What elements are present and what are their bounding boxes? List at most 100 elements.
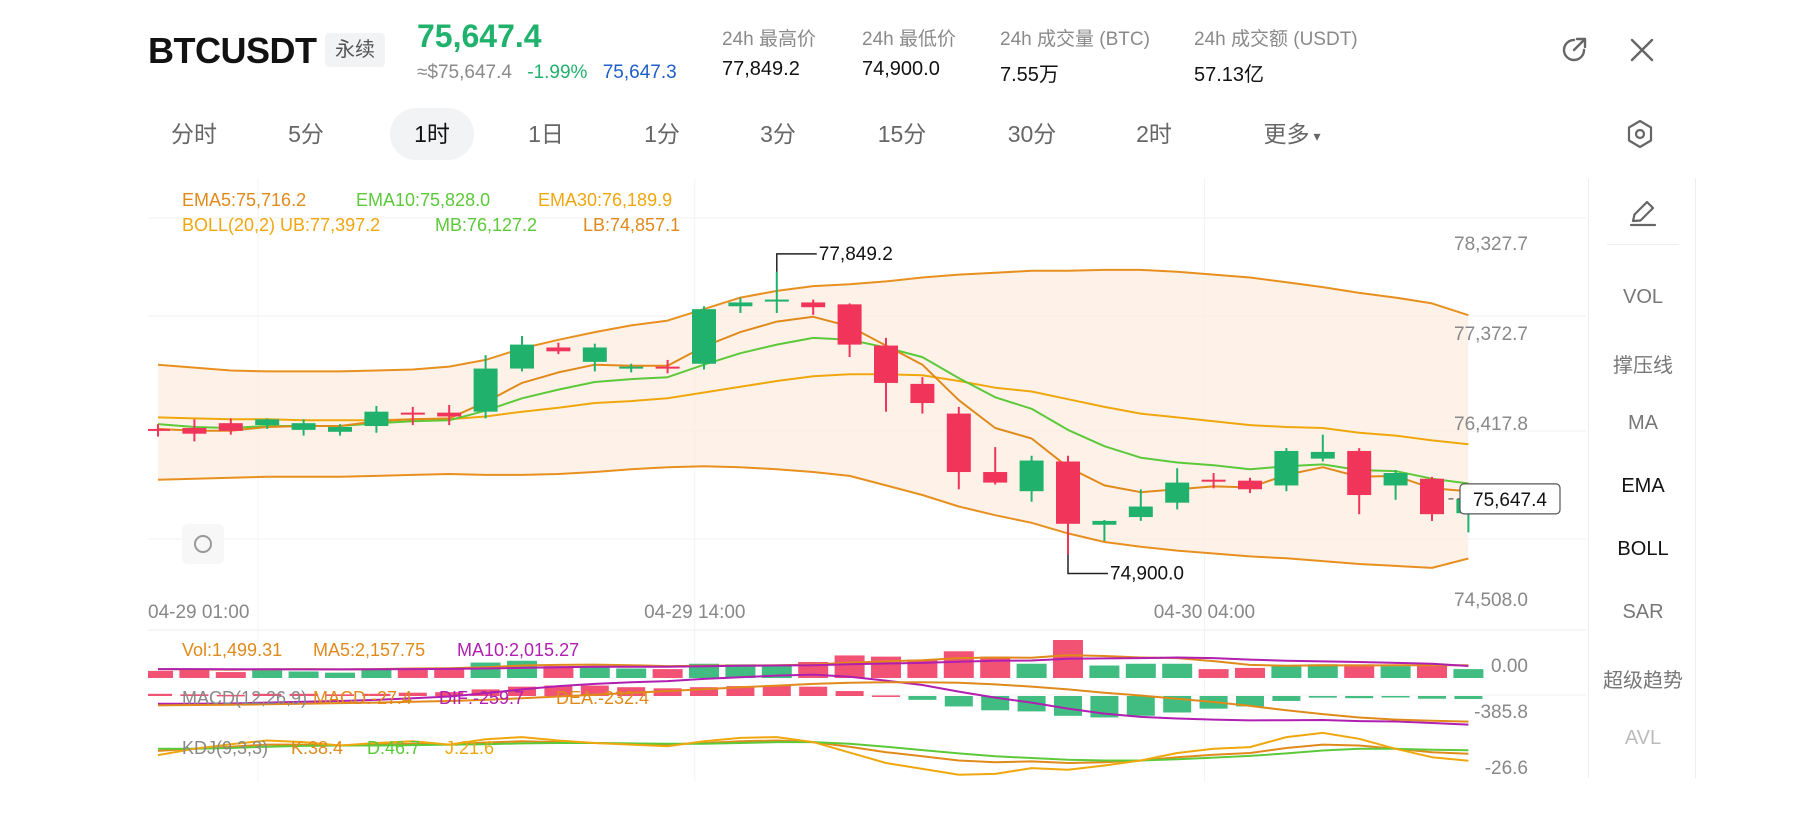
tab-3m[interactable]: 3分 <box>760 121 796 147</box>
candle-body <box>1056 461 1080 524</box>
close-icon[interactable] <box>1626 34 1658 66</box>
volume-legend-ma5: MA5:2,157.75 <box>313 640 425 660</box>
macd-histogram-bar <box>908 696 937 700</box>
macd-histogram-bar <box>362 693 391 696</box>
tab-2h[interactable]: 2时 <box>1136 121 1172 147</box>
mark-price: 75,647.3 <box>602 62 677 83</box>
tab-time-share[interactable]: 分时 <box>171 121 217 147</box>
macd-y-tick: -385.8 <box>1474 702 1528 723</box>
macd-histogram-bar <box>944 696 973 707</box>
macd-histogram-bar <box>1272 696 1301 701</box>
volume-bar <box>1198 669 1229 678</box>
volume-bar <box>1271 664 1302 678</box>
kline-chart-area[interactable]: 77,849.2 74,900.0 78,327.7 77,372.7 76,417.8… <box>148 178 1586 782</box>
stat-24h-low: 24h 最低价 74,900.0 <box>862 24 956 81</box>
kline-chart[interactable]: 77,849.2 74,900.0 78,327.7 77,372.7 76,417.8… <box>148 178 1586 782</box>
candle-body <box>655 366 680 369</box>
tab-15m[interactable]: 15分 <box>877 121 927 147</box>
interval-tabs: 分时 5分 1时 1日 1分 3分 15分 30分 2时 更多 ▾ <box>148 108 1668 160</box>
indicator-vol[interactable]: VOL <box>1622 286 1664 308</box>
contract-type-badge: 永续 <box>325 33 385 67</box>
volume-bar <box>361 669 392 678</box>
candle-body <box>1347 450 1372 496</box>
price-subrow: ≈$75,647.4 -1.99% 75,647.3 <box>417 62 687 84</box>
volume-bar <box>907 659 938 678</box>
candle-body <box>946 413 971 473</box>
y-axis-tick: 78,327.7 <box>1454 234 1528 255</box>
candle-body <box>801 302 826 308</box>
indicator-support-resistance[interactable]: 撑压线 <box>1613 355 1673 377</box>
candle-body <box>764 299 789 302</box>
macd-histogram-bar <box>289 693 318 696</box>
macd-legend-dea: DEA:-232.4 <box>556 688 649 708</box>
candle-body <box>837 304 862 345</box>
indicator-supertrend[interactable]: 超级趋势 <box>1603 670 1683 692</box>
hexagon-settings-icon[interactable] <box>1624 118 1656 150</box>
indicator-ema[interactable]: EMA <box>1621 475 1665 497</box>
candle-body <box>182 427 207 434</box>
volume-bar <box>1344 664 1375 678</box>
kdj-legend-d: D:46.7 <box>367 738 420 758</box>
indicator-avl[interactable]: AVL <box>1624 727 1662 749</box>
volume-y-tick: 0.00 <box>1491 656 1528 677</box>
volume-bar <box>215 672 246 678</box>
macd-histogram-bar <box>148 693 172 696</box>
volume-bar <box>288 671 319 678</box>
last-price: 75,647.4 <box>417 18 542 54</box>
macd-histogram-bar <box>617 687 646 696</box>
volume-ma10-line <box>158 656 1469 671</box>
candle-body <box>400 412 425 415</box>
x-axis-tick: 04-30 04:00 <box>1154 602 1255 623</box>
macd-histogram-bar <box>690 687 718 696</box>
macd-histogram-bar <box>762 685 791 696</box>
volume-bar <box>1417 665 1447 678</box>
volume-bar <box>1089 665 1120 678</box>
candle-body <box>1019 460 1044 492</box>
tab-1d[interactable]: 1日 <box>528 121 564 147</box>
volume-bar <box>1016 663 1047 678</box>
volume-bar <box>1453 669 1484 678</box>
candle-body <box>291 423 316 430</box>
indicator-boll[interactable]: BOLL <box>1617 538 1669 560</box>
macd-histogram-bar <box>326 694 354 696</box>
high-marker-line <box>776 253 817 272</box>
tab-1m[interactable]: 1分 <box>644 121 680 147</box>
candle-body <box>1274 450 1299 486</box>
macd-histogram-bar <box>1454 696 1483 700</box>
macd-histogram-bar <box>544 685 573 696</box>
symbol-title[interactable]: BTCUSDT <box>148 30 317 71</box>
kdj-j-line <box>157 731 1469 776</box>
candle-body <box>1128 506 1153 518</box>
candle-body <box>1201 479 1226 482</box>
volume-bar <box>579 667 610 678</box>
tab-more[interactable]: 更多 ▾ <box>1244 108 1340 160</box>
pencil-draw-icon[interactable] <box>1625 194 1661 230</box>
tab-1h[interactable]: 1时 <box>390 108 474 160</box>
candle-body <box>364 411 389 427</box>
volume-bar <box>689 663 719 678</box>
macd-dif-line <box>158 673 1469 726</box>
stat-value: 74,900.0 <box>862 58 940 80</box>
tab-5m[interactable]: 5分 <box>288 121 324 147</box>
macd-dea-line <box>157 681 1469 723</box>
candle-body <box>1092 520 1117 525</box>
volume-bar <box>834 655 865 678</box>
change-percent: -1.99% <box>527 62 588 83</box>
macd-histogram-bar <box>1017 696 1046 712</box>
kdj-legend-k: K:38.4 <box>291 738 343 758</box>
tab-30m[interactable]: 30分 <box>1007 121 1057 147</box>
high-marker-label: 77,849.2 <box>819 244 893 265</box>
volume-bar <box>725 664 756 678</box>
indicator-sar[interactable]: SAR <box>1622 601 1664 623</box>
stat-24h-high: 24h 最高价 77,849.2 <box>722 24 816 81</box>
volume-bar <box>434 669 465 678</box>
volume-bar <box>543 666 574 678</box>
candle-body <box>473 368 498 412</box>
candle-body <box>1383 472 1408 486</box>
candle-body <box>1165 482 1190 503</box>
volume-bar <box>325 672 355 678</box>
ticker-header: BTCUSDT 永续 75,647.4 ≈$75,647.4 -1.99% 75… <box>0 0 1796 100</box>
ema-legend-label: EMA5:75,716.2 <box>182 190 306 210</box>
share-icon[interactable] <box>1558 34 1590 66</box>
indicator-ma[interactable]: MA <box>1628 412 1658 434</box>
